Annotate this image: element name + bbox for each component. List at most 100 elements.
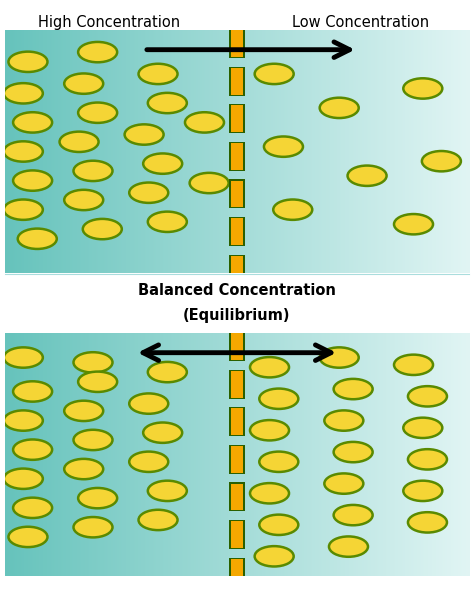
Circle shape	[408, 386, 447, 407]
Bar	[229, 407, 245, 436]
Bar	[229, 29, 245, 58]
Circle shape	[83, 219, 122, 239]
Bar	[229, 179, 245, 208]
Circle shape	[255, 64, 294, 84]
Bar	[231, 521, 243, 548]
Circle shape	[403, 481, 442, 501]
Circle shape	[13, 498, 52, 518]
Circle shape	[73, 430, 112, 450]
Circle shape	[78, 488, 117, 508]
Bar	[231, 484, 243, 510]
Circle shape	[78, 102, 117, 123]
Bar	[231, 371, 243, 398]
Circle shape	[185, 112, 224, 133]
Circle shape	[190, 173, 228, 193]
Circle shape	[4, 468, 43, 489]
Bar	[229, 255, 245, 274]
Circle shape	[403, 418, 442, 438]
Bar	[229, 67, 245, 96]
Circle shape	[4, 141, 43, 162]
Circle shape	[78, 42, 117, 62]
Circle shape	[138, 510, 178, 530]
Text: Low Concentration: Low Concentration	[292, 15, 429, 30]
Circle shape	[129, 393, 168, 414]
Circle shape	[264, 136, 303, 157]
Circle shape	[334, 505, 373, 525]
Circle shape	[9, 527, 47, 547]
Circle shape	[347, 165, 387, 186]
Circle shape	[422, 151, 461, 171]
Bar	[229, 370, 245, 399]
Circle shape	[259, 388, 298, 409]
Circle shape	[259, 514, 298, 535]
Circle shape	[255, 546, 294, 567]
Circle shape	[324, 410, 364, 431]
Circle shape	[73, 352, 112, 373]
Bar	[231, 143, 243, 170]
Bar	[231, 68, 243, 95]
Bar	[229, 558, 245, 577]
Circle shape	[250, 483, 289, 504]
Circle shape	[403, 78, 442, 99]
Circle shape	[129, 451, 168, 472]
Circle shape	[273, 199, 312, 220]
Circle shape	[4, 83, 43, 104]
Circle shape	[4, 410, 43, 431]
Circle shape	[408, 512, 447, 533]
Circle shape	[13, 112, 52, 133]
Circle shape	[64, 190, 103, 210]
Bar	[231, 30, 243, 57]
Circle shape	[73, 161, 112, 181]
Circle shape	[13, 381, 52, 402]
Bar	[231, 408, 243, 435]
Circle shape	[138, 64, 178, 84]
Circle shape	[319, 347, 359, 368]
Text: Balanced Concentration: Balanced Concentration	[138, 284, 336, 298]
Bar	[231, 559, 243, 576]
Circle shape	[394, 355, 433, 375]
Text: (Equilibrium): (Equilibrium)	[183, 308, 291, 322]
Circle shape	[319, 98, 359, 118]
Bar	[229, 520, 245, 549]
Circle shape	[60, 132, 99, 152]
Circle shape	[64, 73, 103, 94]
Circle shape	[18, 228, 57, 249]
Circle shape	[394, 214, 433, 235]
Circle shape	[4, 199, 43, 220]
Circle shape	[4, 347, 43, 368]
Bar	[231, 181, 243, 207]
Bar	[231, 218, 243, 245]
Circle shape	[143, 153, 182, 174]
Circle shape	[148, 362, 187, 382]
Circle shape	[148, 481, 187, 501]
Bar	[231, 105, 243, 132]
Circle shape	[9, 52, 47, 72]
Circle shape	[64, 401, 103, 421]
Bar	[229, 482, 245, 511]
Bar	[229, 445, 245, 474]
Circle shape	[250, 420, 289, 441]
Bar	[231, 256, 243, 273]
Circle shape	[13, 439, 52, 460]
Circle shape	[73, 517, 112, 538]
Circle shape	[13, 170, 52, 191]
Bar	[231, 446, 243, 473]
Circle shape	[250, 357, 289, 378]
Bar	[229, 104, 245, 133]
Circle shape	[259, 451, 298, 472]
Circle shape	[78, 371, 117, 392]
Bar	[229, 217, 245, 246]
Circle shape	[125, 124, 164, 145]
Circle shape	[329, 536, 368, 557]
Bar	[229, 332, 245, 361]
Circle shape	[148, 211, 187, 232]
Circle shape	[148, 93, 187, 113]
Circle shape	[334, 442, 373, 462]
Circle shape	[324, 473, 364, 494]
Circle shape	[64, 459, 103, 479]
Circle shape	[129, 182, 168, 203]
Circle shape	[143, 422, 182, 443]
Bar	[229, 142, 245, 171]
Bar	[231, 333, 243, 360]
Circle shape	[408, 449, 447, 470]
